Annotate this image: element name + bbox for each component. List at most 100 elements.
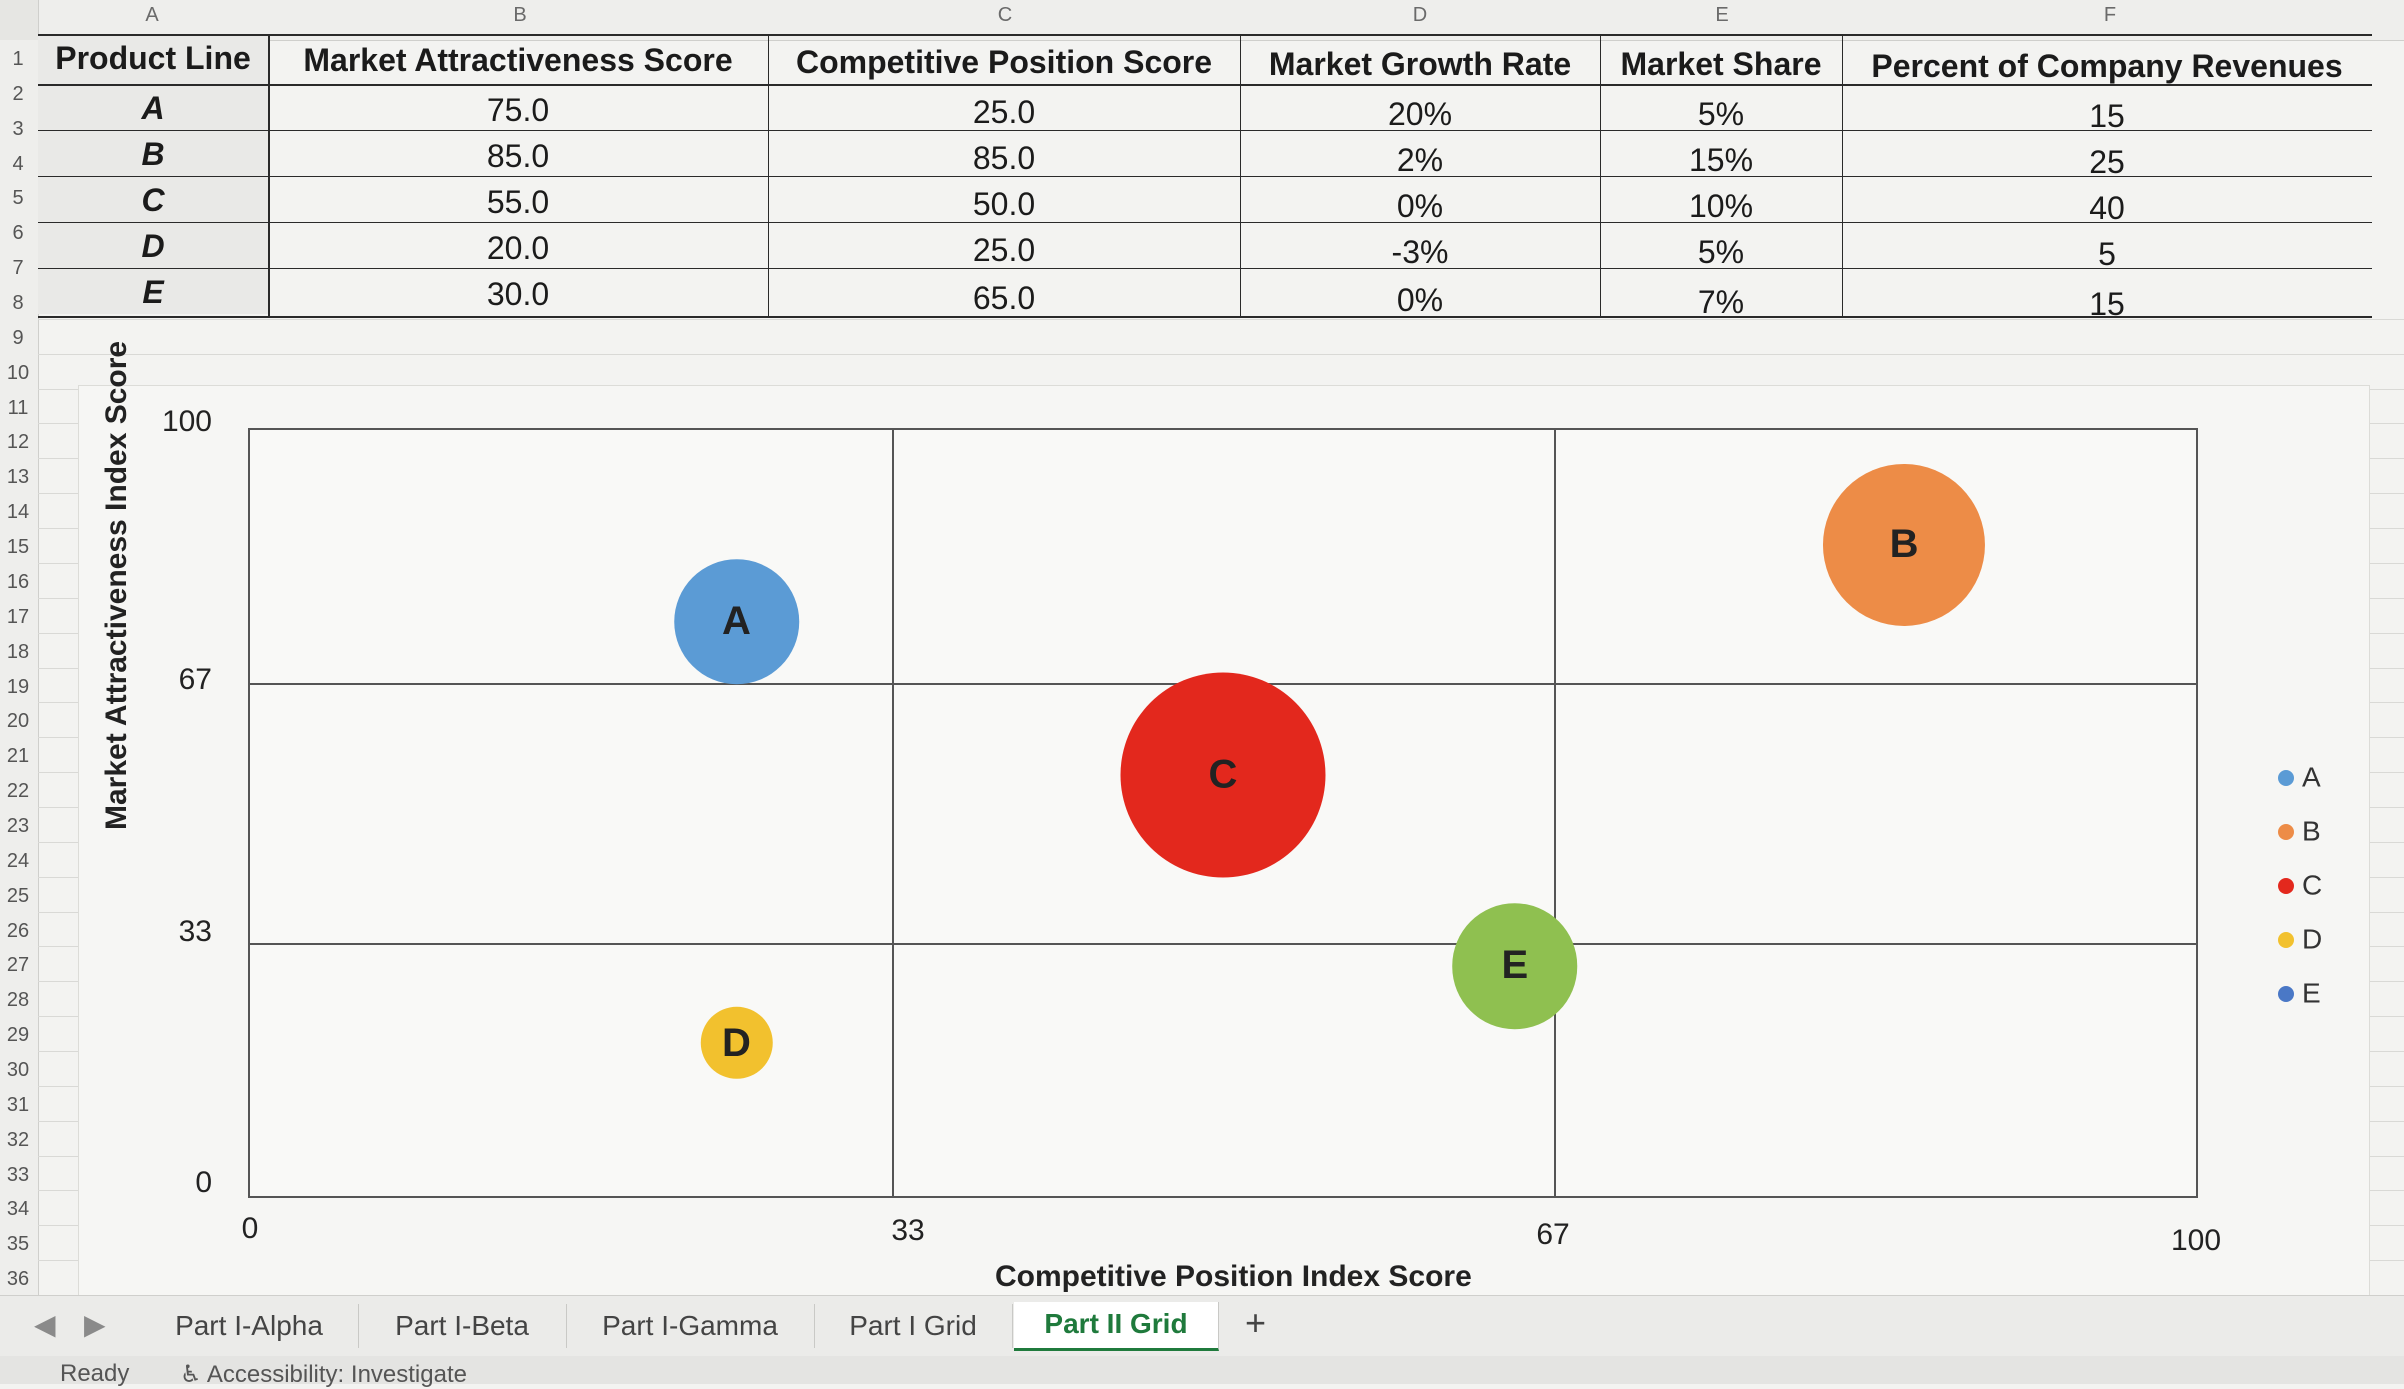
cell-position[interactable]: 85.0 [972,140,1036,176]
tab-part-i-gamma[interactable]: Part I-Gamma [566,1304,815,1348]
next-sheet-arrow-icon[interactable]: ▶ [84,1309,106,1340]
row-header[interactable]: 10 [6,361,30,384]
row-header[interactable]: 17 [6,605,30,628]
cell-product[interactable]: E [142,274,164,310]
column-header-c[interactable]: C [997,4,1013,26]
row-header[interactable]: 5 [12,187,24,210]
cell-position[interactable]: 25.0 [972,94,1036,130]
row-header[interactable]: 27 [6,954,30,977]
cell-growth[interactable]: -3% [1391,234,1449,270]
row-header[interactable]: 31 [6,1093,30,1116]
header-market-share[interactable]: Market Share [1620,46,1822,82]
row-header[interactable]: 30 [6,1058,30,1081]
column-header-f[interactable]: F [2103,4,2117,26]
cell-product[interactable]: B [141,136,165,172]
header-market-attractiveness[interactable]: Market Attractiveness Score [303,42,733,78]
cell-growth[interactable]: 2% [1396,142,1444,178]
cell-product[interactable]: D [141,228,165,264]
row-header[interactable]: 26 [6,919,30,942]
cell-attractiveness[interactable]: 20.0 [486,230,550,266]
cell-attractiveness[interactable]: 55.0 [486,184,550,220]
row-header[interactable]: 25 [6,884,30,907]
row-header[interactable]: 6 [12,222,24,245]
row-header[interactable]: 28 [6,989,30,1012]
legend-item-c[interactable]: C [2278,868,2322,922]
cell-attractiveness[interactable]: 85.0 [486,138,550,174]
legend-item-a[interactable]: A [2278,760,2322,814]
row-header[interactable]: 2 [12,82,24,105]
cell-share[interactable]: 5% [1697,234,1745,270]
cell-product[interactable]: A [141,90,165,126]
cell-revenues[interactable]: 15 [2089,286,2125,322]
row-header[interactable]: 21 [6,745,30,768]
row-header[interactable]: 8 [12,292,24,315]
column-header-d[interactable]: D [1412,4,1428,26]
cell-growth[interactable]: 20% [1387,96,1453,132]
cell-revenues[interactable]: 40 [2089,190,2125,226]
cell-revenues[interactable]: 15 [2089,98,2125,134]
row-header[interactable]: 20 [6,710,30,733]
row-header[interactable]: 14 [6,501,30,524]
row-header[interactable]: 33 [6,1163,30,1186]
header-product-line[interactable]: Product Line [55,40,251,76]
cell-position[interactable]: 50.0 [972,186,1036,222]
row-header[interactable]: 24 [6,849,30,872]
cell-growth[interactable]: 0% [1396,188,1444,224]
row-header[interactable]: 13 [6,466,30,489]
cell-share[interactable]: 7% [1697,284,1745,320]
add-sheet-button[interactable]: + [1245,1302,1267,1343]
bubble-e[interactable]: E [1452,903,1578,1029]
row-header[interactable]: 32 [6,1128,30,1151]
tab-part-i-beta[interactable]: Part I-Beta [358,1304,567,1348]
column-header-b[interactable]: B [513,4,527,26]
legend-item-e[interactable]: E [2278,976,2322,1030]
cell-attractiveness[interactable]: 30.0 [486,276,550,312]
header-market-growth[interactable]: Market Growth Rate [1268,46,1572,82]
cell-growth[interactable]: 0% [1396,282,1444,318]
cell-share[interactable]: 5% [1697,96,1745,132]
tab-part-i-alpha[interactable]: Part I-Alpha [140,1304,359,1348]
cell-position[interactable]: 25.0 [972,232,1036,268]
bubble-b[interactable]: B [1823,463,1986,626]
bubble-a[interactable]: A [673,558,800,685]
cell-product[interactable]: C [141,182,165,218]
row-header[interactable]: 3 [12,117,24,140]
header-percent-revenues[interactable]: Percent of Company Revenues [1871,48,2343,84]
row-header[interactable]: 12 [6,431,30,454]
plot-area[interactable]: A B C D E [248,428,2198,1198]
legend-item-d[interactable]: D [2278,922,2322,976]
row-header[interactable]: 34 [6,1198,30,1221]
column-header-a[interactable]: A [145,4,159,26]
row-header[interactable]: 19 [6,675,30,698]
cell-share[interactable]: 15% [1688,142,1754,178]
column-header-e[interactable]: E [1715,4,1729,26]
row-header[interactable]: 4 [12,152,24,175]
cell-revenues[interactable]: 5 [2098,236,2116,272]
tab-part-i-grid[interactable]: Part I Grid [814,1304,1013,1348]
header-competitive-position[interactable]: Competitive Position Score [795,44,1213,80]
row-header[interactable]: 35 [6,1233,30,1256]
row-header[interactable]: 7 [12,257,24,280]
row-header[interactable]: 1 [12,48,24,70]
cell-revenues[interactable]: 25 [2089,144,2125,180]
row-header[interactable]: 15 [6,536,30,559]
cell-attractiveness[interactable]: 75.0 [486,92,550,128]
row-header[interactable]: 22 [6,780,30,803]
row-header[interactable]: 36 [6,1268,30,1291]
row-header[interactable]: 11 [7,396,29,419]
row-header[interactable]: 16 [6,570,30,593]
accessibility-status[interactable]: ♿ Accessibility: Investigate [180,1360,467,1389]
tab-part-ii-grid[interactable]: Part II Grid [1014,1302,1219,1351]
row-header[interactable]: 29 [6,1024,30,1047]
bubble-c[interactable]: C [1120,672,1326,878]
row-header[interactable]: 23 [6,814,30,837]
row-header[interactable]: 9 [12,326,24,349]
select-all-corner[interactable] [0,0,39,40]
legend-item-b[interactable]: B [2278,814,2322,868]
bubble-d[interactable]: D [700,1006,773,1080]
cell-position[interactable]: 65.0 [972,280,1036,316]
prev-sheet-arrow-icon[interactable]: ◀ [34,1309,56,1340]
cell-share[interactable]: 10% [1688,188,1754,224]
row-header[interactable]: 18 [6,640,30,663]
